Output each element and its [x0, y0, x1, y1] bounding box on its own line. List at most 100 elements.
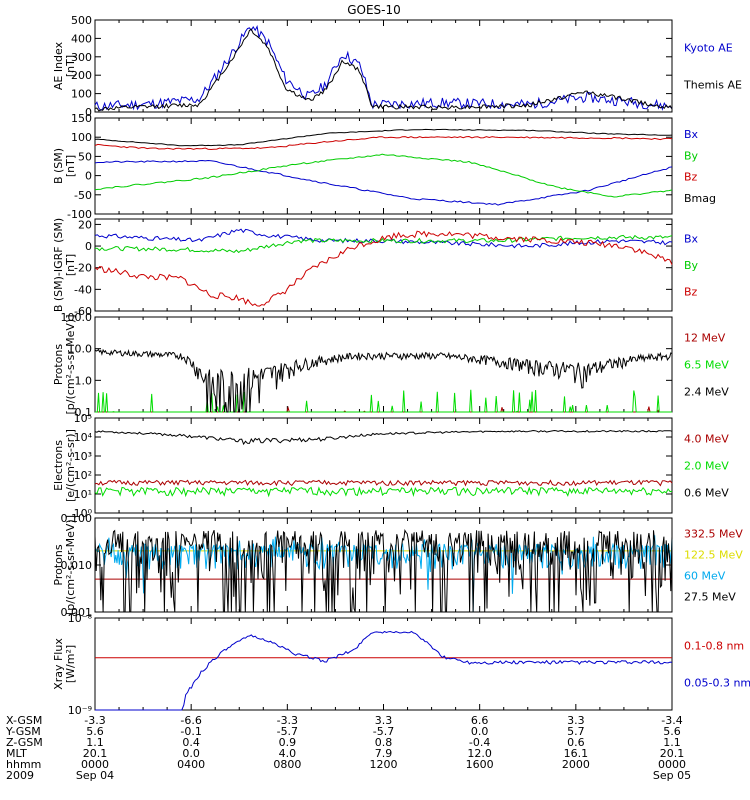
panel-frame — [94, 316, 673, 413]
panel-4: 0.11.010.0100.0Protons[p/(cm²-s-sr-MeV)]… — [52, 311, 729, 419]
footer-cell: 3.3 — [375, 714, 393, 727]
y-tick-label: 1.0 — [75, 374, 93, 387]
y-axis-label-line: AE Index — [52, 41, 65, 90]
y-tick-label: -20 — [74, 262, 92, 275]
footer-cell: 7.9 — [375, 747, 393, 760]
y-axis-label: B (SM)[nT] — [52, 148, 77, 184]
panel-5: 10⁰ 10¹ 10² 10³ 10⁴ 10⁵ Electrons[e/(cm²-s-sr)… — [52, 412, 729, 520]
footer-cell: 0.0 — [471, 725, 489, 738]
y-axis-label: Xray Flux[W/m²] — [52, 638, 77, 690]
footer-cell: -3.3 — [277, 714, 298, 727]
legend-label: Themis AE — [683, 78, 742, 91]
footer-row-label: Y-GSM — [5, 725, 41, 738]
y-axis-label-line: [W/m²] — [64, 645, 77, 683]
legend-label: 2.0 MeV — [684, 460, 729, 473]
footer-cell: -0.1 — [180, 725, 201, 738]
footer-cell: 1.1 — [663, 736, 681, 749]
y-tick-label: 300 — [71, 51, 92, 64]
panel-1: 0 100 200 300 400 500 AE Index[nT] Kyoto AE Them… — [52, 14, 742, 119]
footer-cell: 1.1 — [86, 736, 104, 749]
legend-label: 6.5 MeV — [684, 359, 729, 372]
footer-cell: 0000 — [81, 758, 109, 771]
footer-cell: -5.7 — [373, 725, 394, 738]
series-line — [94, 429, 673, 446]
series-line — [94, 230, 673, 307]
y-tick-label: -50 — [74, 189, 92, 202]
footer-cell: 0400 — [177, 758, 205, 771]
y-tick-label: 10⁻⁹ — [68, 704, 92, 717]
panel-frame — [94, 218, 673, 312]
footer-cell: 5.6 — [663, 725, 681, 738]
legend-label: By — [684, 149, 699, 162]
footer-cell: 1200 — [370, 758, 398, 771]
y-axis-label-line: [nT] — [64, 55, 77, 77]
y-axis-label: Electrons[e/(cm²-s-sr)] — [52, 429, 77, 502]
footer-cell: 0.9 — [279, 736, 297, 749]
legend-label: 27.5 MeV — [684, 590, 736, 603]
y-tick-label: 0.001 — [61, 606, 93, 619]
legend-label: By — [684, 259, 699, 272]
y-tick-label: 10² — [74, 469, 92, 482]
y-axis-label-line: [p/(cm²-s-sr-MeV)] — [64, 515, 77, 615]
legend-label: Kyoto AE — [684, 42, 733, 55]
series-line — [94, 128, 673, 147]
y-tick-label: 0 — [85, 106, 92, 119]
footer-cell: 20.1 — [83, 747, 108, 760]
footer-cell: 0.8 — [375, 736, 393, 749]
legend-label: Bz — [684, 171, 698, 184]
footer-cell: 2000 — [562, 758, 590, 771]
y-tick-label: 100 — [71, 131, 92, 144]
y-tick-label: 150 — [71, 112, 92, 125]
footer-table: X-GSM -3.3 -6.6 -3.3 3.3 6.6 3.3 -3.4 Y-GSM 5.6 -0… — [5, 714, 691, 782]
y-tick-label: 10¹ — [74, 488, 92, 501]
footer-cell: 1600 — [466, 758, 494, 771]
y-tick-label: 50 — [78, 150, 92, 163]
footer-cell: Sep 04 — [76, 769, 114, 782]
series-line — [94, 479, 673, 487]
y-axis-label-line: [nT] — [64, 254, 77, 276]
y-axis-label-line: B (SM) — [52, 148, 65, 184]
series-line — [94, 153, 673, 198]
y-tick-label: -40 — [74, 283, 92, 296]
series-line — [94, 24, 673, 111]
series-line — [94, 28, 673, 112]
legend-label: 332.5 MeV — [684, 528, 743, 541]
y-axis-label-line: Electrons — [52, 440, 65, 491]
y-axis-label-line: [nT] — [64, 155, 77, 177]
footer-row-label: Z-GSM — [6, 736, 43, 749]
figure-title: GOES-10 — [347, 3, 401, 17]
footer-cell: 12.0 — [467, 747, 492, 760]
series-line — [94, 529, 673, 613]
footer-row-label: hhmm — [6, 758, 41, 771]
footer-cell: 4.0 — [279, 747, 297, 760]
footer-cell: 5.6 — [86, 725, 104, 738]
legend-label: 122.5 MeV — [684, 549, 743, 562]
y-tick-label: 0.100 — [61, 512, 93, 525]
y-tick-label: 0 — [85, 240, 92, 253]
series-line — [94, 159, 673, 206]
series-line — [95, 630, 673, 711]
y-tick-label: 10⁴ — [74, 431, 93, 444]
y-tick-label: 10.0 — [68, 343, 93, 356]
y-axis-label: Protons[p/(cm²-s-sr-MeV)] — [52, 515, 77, 615]
footer-cell: 3.3 — [567, 714, 585, 727]
legend-label: Bmag — [684, 192, 716, 205]
series-line — [94, 135, 673, 151]
panel-2: -100 -50 0 50 100 150 B (SM)[nT] Bx By Bz Bmag — [52, 112, 716, 221]
panel-frame — [94, 417, 673, 514]
footer-cell: 0800 — [273, 758, 301, 771]
y-tick-label: 400 — [71, 32, 92, 45]
footer-cell: 5.7 — [567, 725, 585, 738]
y-tick-label: 100.0 — [61, 311, 93, 324]
footer-cell: 0.0 — [182, 747, 200, 760]
y-tick-label: 10⁰ — [74, 507, 93, 520]
series-line — [95, 389, 672, 413]
legend-label: 2.4 MeV — [684, 386, 729, 399]
y-tick-label: -100 — [67, 208, 92, 221]
footer-row-label: X-GSM — [6, 714, 42, 727]
y-axis-label-line: [e/(cm²-s-sr)] — [64, 429, 77, 502]
